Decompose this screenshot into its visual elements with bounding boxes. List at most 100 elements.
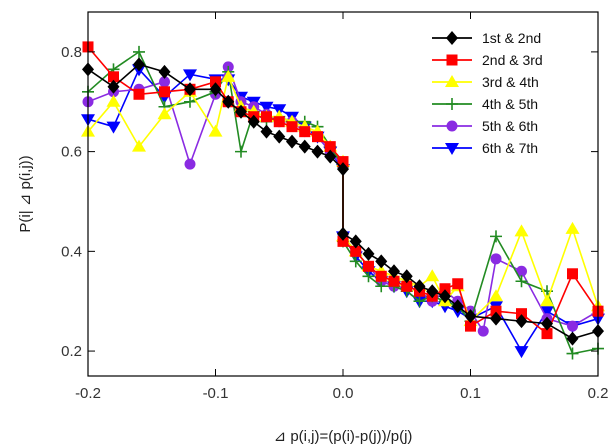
series-1-point	[286, 134, 298, 149]
series-1-point	[235, 104, 247, 119]
series-1-point	[337, 162, 349, 177]
series-3-point	[208, 124, 223, 137]
series-2-point	[261, 111, 272, 123]
series-1-point	[209, 82, 222, 97]
x-tick-label: -0.1	[203, 385, 229, 402]
y-axis-label: P(i| ⊿ p(i,j))	[17, 155, 34, 232]
axis-ticks: -0.2 -0.1 0.0 0.1 0.2 0.2 0.4 0.6 0.8	[61, 12, 608, 402]
series-1-point	[349, 234, 362, 249]
series-4-point	[133, 45, 145, 58]
series-2-point	[337, 156, 349, 168]
series-3-point	[540, 294, 554, 307]
series-4-point	[413, 295, 426, 308]
series-3-point	[221, 69, 236, 82]
series-1-point	[541, 316, 553, 331]
plot-area	[81, 41, 605, 360]
series-1-point	[413, 279, 426, 294]
series-3-point	[489, 289, 503, 302]
series-2-point	[133, 88, 145, 100]
series-2-point	[210, 76, 221, 88]
series-1-point	[337, 226, 349, 241]
x-axis-label: ⊿ p(i,j)=(p(i)-p(j))/p(j)	[274, 428, 413, 445]
series-2-point	[375, 270, 387, 282]
series-2-point	[337, 235, 349, 247]
series-2-point	[401, 280, 413, 292]
series-2-point	[439, 283, 451, 295]
legend-label: 6th & 7th	[482, 140, 538, 156]
legend-swatch-marker	[445, 75, 459, 87]
legend-label: 5th & 6th	[482, 118, 538, 134]
series-2-point	[541, 328, 553, 340]
legend-entry-3: 3rd & 4th	[432, 74, 539, 90]
series-1-point	[439, 289, 451, 304]
series-1-group	[82, 57, 604, 346]
series-6-point	[259, 101, 274, 114]
series-5-point	[490, 253, 502, 265]
legend-label: 3rd & 4th	[482, 74, 539, 90]
y-tick-label: 0.6	[61, 144, 82, 161]
series-1-point	[490, 311, 502, 326]
legend-label: 1st & 2nd	[482, 30, 541, 46]
series-4-point	[566, 347, 579, 360]
series-3-point	[565, 221, 580, 234]
series-1-point	[247, 114, 260, 129]
series-1-point	[451, 299, 464, 314]
y-tick-label: 0.2	[61, 343, 82, 360]
series-4-point	[235, 145, 247, 158]
series-1-point	[273, 129, 286, 144]
legend-swatch-marker	[446, 31, 458, 45]
legend-entry-6: 6th & 7th	[432, 140, 538, 156]
series-6-point	[540, 306, 554, 319]
series-2-point	[312, 131, 323, 143]
series-4-point	[184, 95, 196, 108]
x-tick-label: 0.1	[460, 385, 481, 402]
series-6-point	[514, 346, 529, 359]
x-tick-label: 0.0	[333, 385, 354, 402]
series-3-point	[106, 94, 121, 107]
legend-label: 2nd & 3rd	[482, 52, 543, 68]
series-2-point	[273, 116, 285, 128]
series-1-point	[388, 264, 400, 279]
series-1-point	[260, 124, 273, 139]
series-2-point	[516, 308, 527, 320]
series-2-point	[108, 71, 119, 83]
series-3-point	[514, 224, 529, 237]
series-3-point	[157, 107, 172, 120]
series-2-point	[567, 268, 578, 280]
series-1-point	[107, 79, 120, 94]
legend-swatch-marker	[445, 143, 459, 155]
series-1-point	[426, 284, 439, 299]
legend-entry-1: 1st & 2nd	[432, 30, 541, 46]
series-2-point	[388, 275, 400, 287]
legend: 1st & 2nd 2nd & 3rd 3rd & 4th 4th & 5th 5th …	[432, 30, 543, 156]
legend-swatch-marker	[446, 98, 458, 110]
series-2-point	[452, 278, 464, 290]
series-2-point	[490, 305, 502, 317]
series-3-point	[425, 269, 440, 282]
series-4-point	[349, 255, 362, 268]
series-6-point	[106, 121, 121, 134]
series-1-point	[133, 57, 145, 72]
legend-entry-4: 4th & 5th	[432, 96, 538, 112]
series-1-point	[464, 309, 477, 324]
series-1-point	[222, 94, 235, 109]
x-tick-label: -0.2	[75, 385, 101, 402]
series-4-point	[362, 270, 375, 283]
legend-entry-5: 5th & 6th	[432, 118, 538, 134]
series-2-point	[286, 121, 298, 133]
series-3-point	[132, 139, 146, 152]
x-tick-label: 0.2	[588, 385, 609, 402]
series-1-point	[324, 149, 337, 164]
series-5-point	[567, 320, 578, 332]
series-1-point	[298, 139, 311, 154]
series-5-point	[516, 265, 527, 277]
series-1-point	[362, 246, 375, 261]
series-2-point	[299, 126, 311, 138]
legend-label: 4th & 5th	[482, 96, 538, 112]
series-1-point	[158, 64, 171, 79]
series-1-point	[375, 254, 388, 269]
series-2-point	[363, 260, 374, 272]
series-1-point	[184, 82, 196, 97]
series-2-point	[465, 320, 476, 332]
legend-entry-2: 2nd & 3rd	[432, 52, 543, 68]
